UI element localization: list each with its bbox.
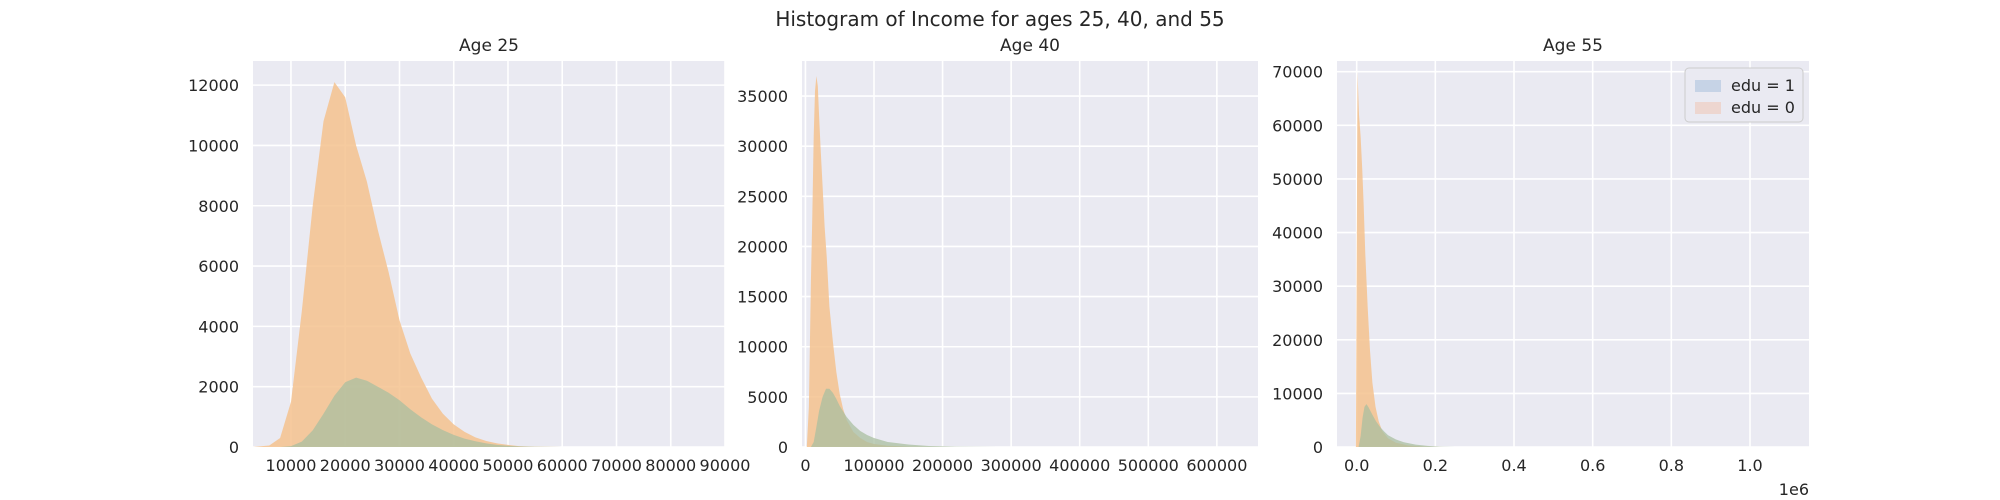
subplot-panels: 10000 20000 30000 40000 50000 60000 70000 80000… <box>188 36 1809 499</box>
x-tick-label: 60000 <box>537 456 588 475</box>
x-tick-label: 0 <box>800 456 810 475</box>
x-tick-label: 300000 <box>981 456 1042 475</box>
x-tick-label: 20000 <box>320 456 371 475</box>
x-tick-label: 80000 <box>645 456 696 475</box>
y-tick-label: 12000 <box>188 76 239 95</box>
x-tick-label: 30000 <box>374 456 425 475</box>
x-tick-label: 70000 <box>591 456 642 475</box>
y-tick-label: 70000 <box>1272 63 1323 82</box>
y-tick-label: 35000 <box>737 87 788 106</box>
legend-label: edu = 0 <box>1731 98 1795 117</box>
histogram-edu-0 <box>802 76 957 447</box>
y-tick-label: 40000 <box>1272 224 1323 243</box>
y-tick-label: 5000 <box>747 388 788 407</box>
subplot-title: Age 55 <box>1543 36 1603 56</box>
y-tick-label: 0 <box>229 438 239 457</box>
x-tick-label: 1.0 <box>1737 456 1762 475</box>
y-tick-label: 20000 <box>1272 331 1323 350</box>
x-tick-label: 200000 <box>912 456 973 475</box>
axes-background <box>802 61 1258 447</box>
subplot-title: Age 25 <box>459 36 519 56</box>
x-tick-label: 400000 <box>1049 456 1110 475</box>
y-tick-label: 25000 <box>737 187 788 206</box>
y-tick-label: 30000 <box>1272 277 1323 296</box>
x-tick-label: 90000 <box>700 456 751 475</box>
subplot-3: 0.0 0.2 0.4 0.6 0.8 1.0 0 10000 20000 30000 40000 5… <box>1272 36 1809 499</box>
y-tick-label: 0 <box>1313 438 1323 457</box>
legend-label: edu = 1 <box>1731 76 1795 95</box>
y-tick-label: 10000 <box>1272 384 1323 403</box>
x-tick-label: 0.8 <box>1659 456 1684 475</box>
histogram-edu-0 <box>1337 71 1444 447</box>
x-scale-offset-label: 1e6 <box>1779 480 1809 499</box>
subplot-1: 10000 20000 30000 40000 50000 60000 70000 80000… <box>188 36 750 475</box>
y-tick-label: 50000 <box>1272 170 1323 189</box>
x-tick-label: 0.0 <box>1344 456 1369 475</box>
y-tick-label: 8000 <box>198 197 239 216</box>
y-tick-label: 2000 <box>198 378 239 397</box>
x-tick-label: 100000 <box>843 456 904 475</box>
x-tick-label: 600000 <box>1186 456 1247 475</box>
x-tick-label: 0.6 <box>1580 456 1605 475</box>
y-tick-label: 20000 <box>737 237 788 256</box>
y-tick-label: 4000 <box>198 317 239 336</box>
figure-title: Histogram of Income for ages 25, 40, and… <box>775 7 1224 31</box>
legend: edu = 1 edu = 0 <box>1684 67 1804 123</box>
histogram-edu-1 <box>802 388 998 447</box>
x-tick-label: 50000 <box>483 456 534 475</box>
y-tick-label: 60000 <box>1272 116 1323 135</box>
y-tick-label: 0 <box>778 438 788 457</box>
legend-swatch-edu-0 <box>1695 102 1721 114</box>
histogram-edu-0 <box>253 82 563 447</box>
x-tick-label: 0.2 <box>1423 456 1448 475</box>
histogram-edu-1 <box>253 377 563 447</box>
x-tick-label: 500000 <box>1118 456 1179 475</box>
subplot-title: Age 40 <box>1000 36 1060 56</box>
histogram-edu-1 <box>1337 404 1455 447</box>
y-tick-label: 10000 <box>188 136 239 155</box>
x-tick-label: 10000 <box>266 456 317 475</box>
subplot-2: 0 100000 200000 300000 400000 500000 600000 0 50… <box>737 36 1258 475</box>
x-tick-label: 40000 <box>428 456 479 475</box>
y-tick-label: 6000 <box>198 257 239 276</box>
y-tick-label: 30000 <box>737 137 788 156</box>
legend-swatch-edu-1 <box>1695 80 1721 92</box>
y-tick-label: 15000 <box>737 288 788 307</box>
y-tick-label: 10000 <box>737 338 788 357</box>
x-tick-label: 0.4 <box>1501 456 1526 475</box>
